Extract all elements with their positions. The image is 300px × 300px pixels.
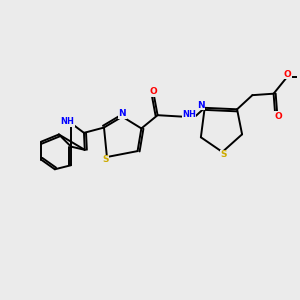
Text: N: N	[118, 109, 126, 118]
Text: N: N	[197, 101, 205, 110]
Text: O: O	[150, 87, 157, 96]
Text: NH: NH	[61, 117, 74, 126]
Text: S: S	[102, 155, 109, 164]
Text: S: S	[220, 150, 227, 159]
Text: O: O	[274, 112, 282, 121]
Text: NH: NH	[182, 110, 196, 119]
Text: O: O	[284, 70, 291, 79]
